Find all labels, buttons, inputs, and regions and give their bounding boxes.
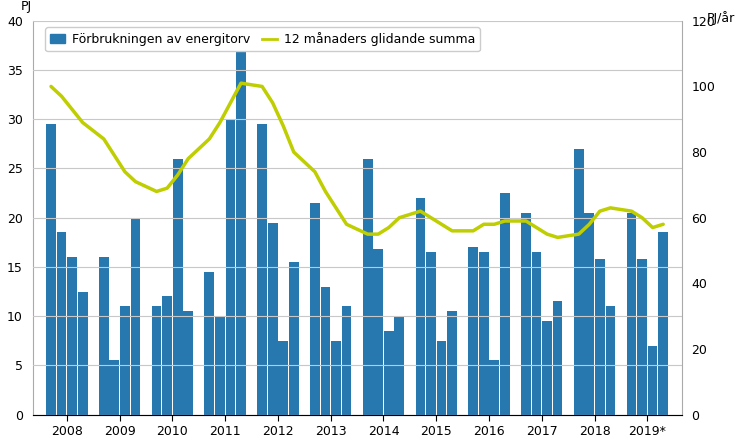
Bar: [268, 222, 278, 415]
Bar: [363, 158, 372, 415]
Bar: [553, 301, 562, 415]
Bar: [289, 262, 298, 415]
Bar: [595, 259, 605, 415]
Bar: [574, 149, 584, 415]
Bar: [172, 158, 183, 415]
Bar: [152, 306, 161, 415]
Bar: [331, 341, 340, 415]
Bar: [606, 306, 615, 415]
Bar: [542, 321, 552, 415]
Bar: [447, 311, 457, 415]
Bar: [374, 249, 383, 415]
Bar: [521, 213, 531, 415]
Bar: [67, 257, 77, 415]
Bar: [437, 341, 447, 415]
Legend: Förbrukningen av energitorv, 12 månaders glidande summa: Förbrukningen av energitorv, 12 månaders…: [45, 27, 480, 51]
Bar: [120, 306, 130, 415]
Bar: [531, 252, 542, 415]
Y-axis label: PJ: PJ: [21, 0, 32, 13]
Bar: [342, 306, 352, 415]
Bar: [626, 213, 636, 415]
Bar: [479, 252, 489, 415]
Bar: [99, 257, 108, 415]
Bar: [57, 232, 66, 415]
Bar: [226, 119, 235, 415]
Bar: [236, 45, 246, 415]
Bar: [130, 218, 140, 415]
Bar: [584, 213, 594, 415]
Bar: [310, 203, 320, 415]
Bar: [500, 193, 510, 415]
Bar: [215, 316, 225, 415]
Bar: [384, 331, 394, 415]
Bar: [416, 198, 425, 415]
Bar: [489, 360, 499, 415]
Bar: [648, 346, 657, 415]
Bar: [638, 259, 647, 415]
Bar: [394, 316, 404, 415]
Bar: [110, 360, 119, 415]
Bar: [184, 311, 193, 415]
Bar: [257, 124, 267, 415]
Bar: [658, 232, 668, 415]
Bar: [468, 247, 478, 415]
Bar: [321, 287, 330, 415]
Y-axis label: PJ/år: PJ/år: [707, 11, 735, 25]
Bar: [204, 272, 214, 415]
Bar: [46, 124, 56, 415]
Bar: [426, 252, 436, 415]
Bar: [279, 341, 288, 415]
Bar: [78, 291, 88, 415]
Bar: [162, 296, 172, 415]
